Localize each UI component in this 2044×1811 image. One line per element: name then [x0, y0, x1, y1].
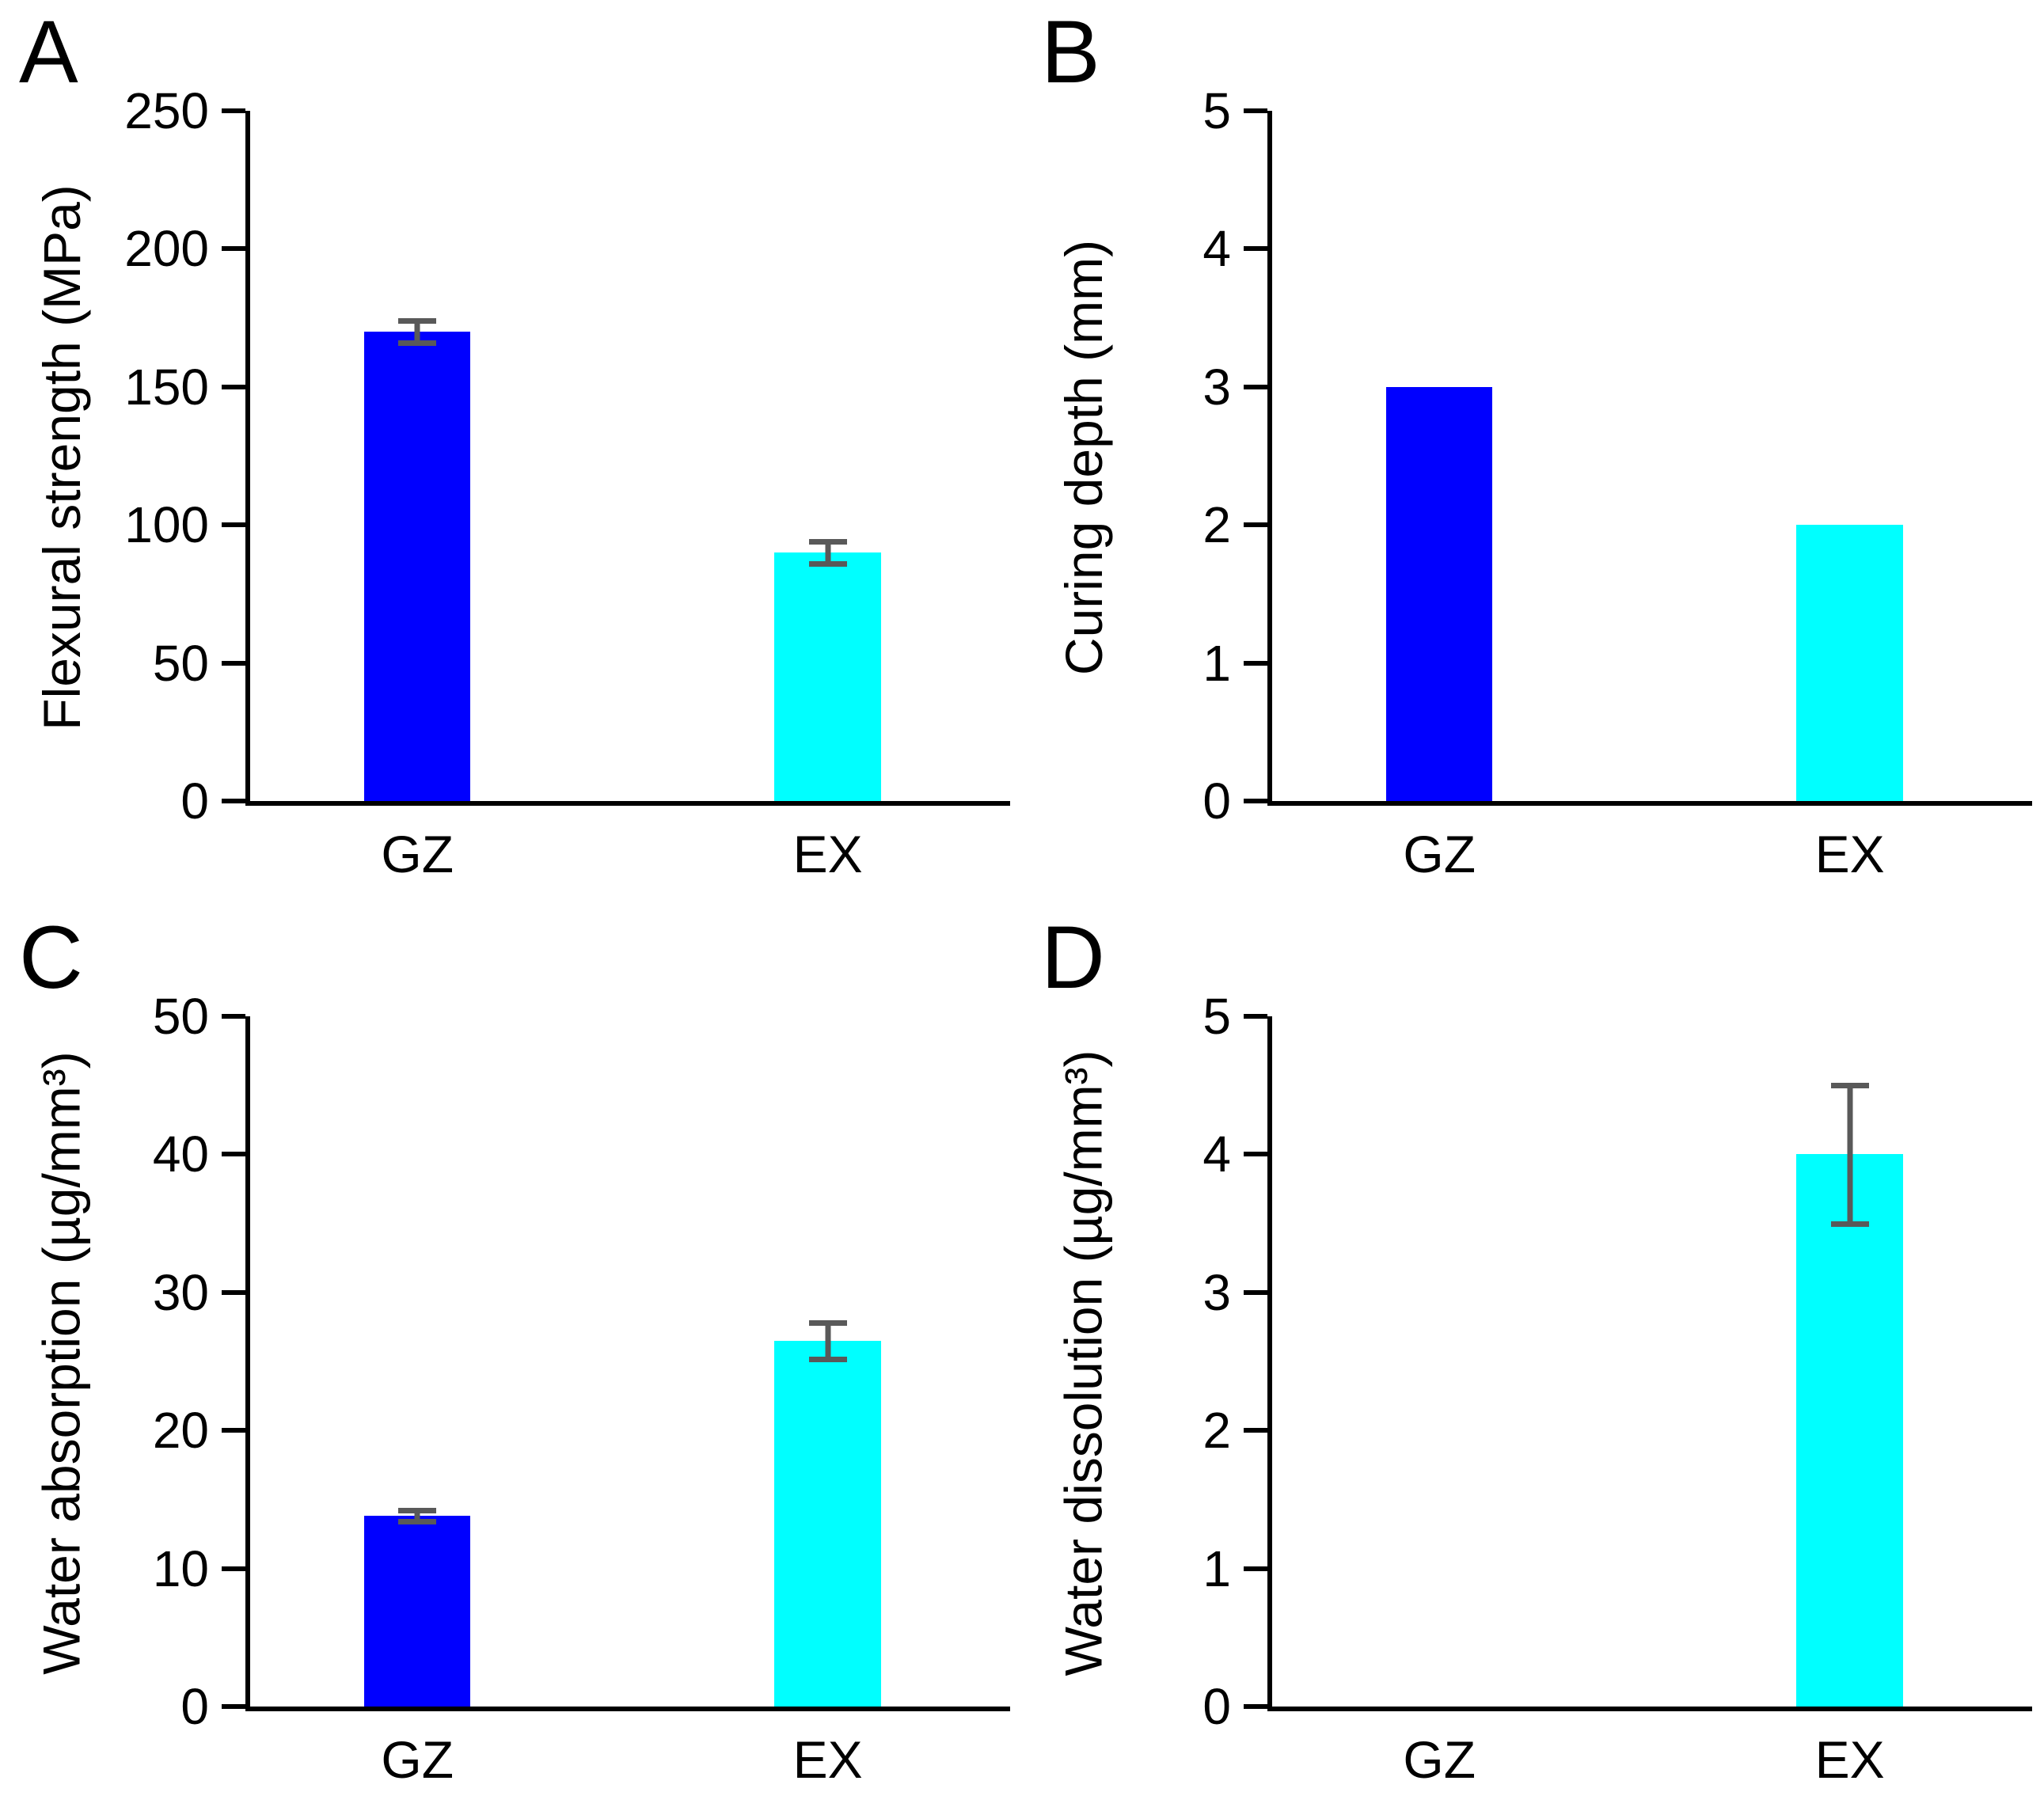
panel-d: D Water dissolution (µg/mm³) 0 1 2 3 4 5 GZ EX	[1022, 906, 2044, 1811]
bar-chart-water-dissolution: Water dissolution (µg/mm³) 0 1 2 3 4 5 GZ EX	[1022, 906, 2044, 1811]
y-tick-label: 50	[152, 634, 209, 692]
y-tick-label: 2	[1202, 496, 1231, 554]
bar-chart-water-absorption: Water absorption (µg/mm³) 0 10 20 30 40 50 GZ E…	[0, 906, 1022, 1811]
error-bar-ex	[825, 541, 831, 564]
y-tick-label: 1	[1202, 634, 1231, 692]
y-tick-mark	[222, 108, 245, 113]
x-axis-label-ex: EX	[792, 825, 863, 883]
y-tick-mark	[222, 246, 245, 252]
y-tick-label: 0	[180, 1678, 209, 1735]
y-tick-mark	[222, 1152, 245, 1157]
y-tick-label: 5	[1202, 82, 1231, 139]
panel-a: A Flexural strength (MPa) 0 50 100 150 200 25…	[0, 0, 1022, 906]
error-bar-cap-bottom	[808, 1356, 847, 1362]
y-tick-label: 200	[124, 220, 209, 278]
error-bar-cap-top	[808, 1320, 847, 1327]
y-tick-mark	[222, 1014, 245, 1019]
plot-area: 0 50 100 150 200 250 GZ EX	[124, 85, 1010, 880]
plot-area: 0 1 2 3 4 5 GZ EX	[1202, 85, 2032, 880]
y-tick-mark	[222, 1289, 245, 1295]
bar-ex	[774, 552, 881, 801]
x-axis-label-ex: EX	[1814, 825, 1885, 883]
panel-c: C Water absorption (µg/mm³) 0 10 20 30 40 50 G…	[0, 906, 1022, 1811]
y-axis-title: Curing depth (mm)	[1054, 239, 1114, 675]
y-tick-label: 0	[1202, 773, 1231, 830]
y-tick-mark	[222, 1428, 245, 1433]
y-tick-mark	[1244, 1704, 1267, 1709]
y-tick-label: 20	[152, 1402, 209, 1460]
x-axis-label-gz: GZ	[381, 825, 454, 883]
panel-letter-c: C	[19, 908, 83, 1007]
error-bar-cap-bottom	[398, 1519, 437, 1525]
bar-ex	[1796, 1154, 1903, 1707]
y-tick-label: 1	[1202, 1540, 1231, 1597]
error-bar-cap-top	[1830, 1083, 1869, 1089]
bar-chart-curing-depth: Curing depth (mm) 0 1 2 3 4 5 GZ EX	[1022, 0, 2044, 906]
error-bar-ex	[1847, 1085, 1853, 1224]
y-tick-label: 0	[180, 773, 209, 830]
y-axis-title: Water dissolution (µg/mm³)	[1054, 1049, 1114, 1676]
error-bar-gz	[414, 321, 420, 343]
y-tick-mark	[222, 384, 245, 389]
error-bar-ex	[825, 1323, 831, 1359]
bar-ex	[774, 1340, 881, 1707]
y-tick-mark	[222, 522, 245, 528]
y-tick-mark	[1244, 246, 1267, 252]
y-tick-mark	[1244, 1152, 1267, 1157]
plot-area: 0 10 20 30 40 50 GZ EX	[153, 991, 1010, 1786]
x-axis-label-gz: GZ	[381, 1730, 454, 1789]
y-tick-mark	[1244, 522, 1267, 528]
y-tick-mark	[222, 660, 245, 666]
y-tick-mark	[1244, 384, 1267, 389]
y-tick-label: 100	[124, 496, 209, 554]
y-tick-label: 150	[124, 358, 209, 416]
x-axis-label-ex: EX	[1814, 1730, 1885, 1789]
plot-area: 0 1 2 3 4 5 GZ EX	[1202, 991, 2032, 1786]
y-axis-title: Water absorption (µg/mm³)	[32, 1050, 91, 1675]
panel-letter-d: D	[1041, 908, 1105, 1007]
y-tick-label: 250	[124, 82, 209, 139]
error-bar-cap-bottom	[808, 561, 847, 568]
error-bar-gz	[414, 1510, 420, 1522]
y-tick-label: 50	[152, 988, 209, 1045]
y-tick-mark	[1244, 799, 1267, 803]
bar-gz	[364, 1516, 471, 1707]
error-bar-cap-top	[398, 318, 437, 325]
y-tick-label: 3	[1202, 358, 1231, 416]
y-tick-mark	[1244, 1566, 1267, 1571]
y-axis-title: Flexural strength (MPa)	[32, 184, 91, 731]
y-tick-label: 40	[152, 1126, 209, 1183]
x-axis-label-gz: GZ	[1403, 825, 1476, 883]
error-bar-cap-bottom	[1830, 1221, 1869, 1227]
y-tick-mark	[1244, 1014, 1267, 1019]
y-tick-label: 30	[152, 1263, 209, 1321]
y-tick-mark	[222, 1704, 245, 1709]
y-tick-label: 0	[1202, 1678, 1231, 1735]
y-tick-label: 3	[1202, 1263, 1231, 1321]
bar-ex	[1796, 525, 1903, 801]
error-bar-cap-bottom	[398, 340, 437, 346]
bar-gz	[1386, 386, 1493, 801]
y-tick-label: 5	[1202, 988, 1231, 1045]
error-bar-cap-top	[808, 539, 847, 545]
y-tick-label: 10	[152, 1540, 209, 1597]
panel-letter-b: B	[1041, 2, 1100, 101]
y-tick-mark	[1244, 108, 1267, 113]
error-bar-cap-top	[398, 1508, 437, 1514]
y-tick-mark	[222, 1566, 245, 1571]
bar-gz	[364, 332, 471, 801]
y-tick-label: 4	[1202, 220, 1231, 278]
panel-letter-a: A	[19, 2, 78, 101]
y-tick-mark	[1244, 660, 1267, 666]
y-tick-label: 4	[1202, 1126, 1231, 1183]
y-tick-mark	[1244, 1289, 1267, 1295]
y-tick-mark	[222, 799, 245, 803]
x-axis-label-ex: EX	[792, 1730, 863, 1789]
panel-b: B Curing depth (mm) 0 1 2 3 4 5 GZ EX	[1022, 0, 2044, 906]
y-tick-mark	[1244, 1428, 1267, 1433]
y-tick-label: 2	[1202, 1402, 1231, 1460]
x-axis-label-gz: GZ	[1403, 1730, 1476, 1789]
bar-chart-flexural-strength: Flexural strength (MPa) 0 50 100 150 200 250 G…	[0, 0, 1022, 906]
